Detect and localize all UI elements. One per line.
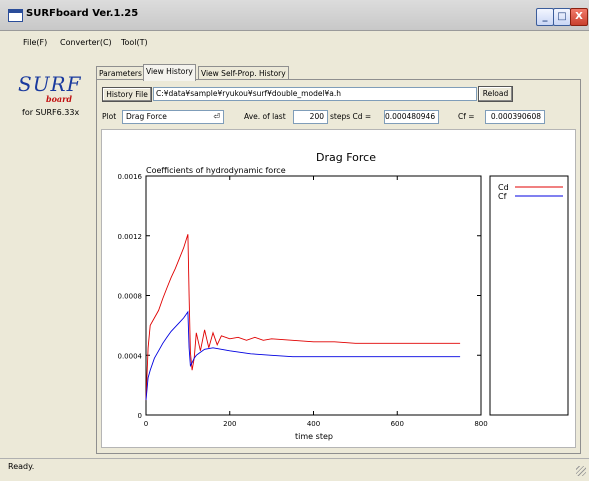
chart-subtitle: Coefficients of hydrodynamic force	[146, 166, 286, 175]
minimize-button[interactable]: _	[536, 8, 554, 26]
legend-label-cd: Cd	[498, 183, 509, 192]
legend-label-cf: Cf	[498, 192, 507, 201]
window-title: SURFboard Ver.1.25	[26, 8, 139, 19]
tab-view-history[interactable]: View History	[143, 64, 196, 81]
resize-grip-icon[interactable]	[576, 466, 586, 476]
status-text: Ready.	[8, 462, 35, 471]
chart-area: Drag Force Coefficients of hydrodynamic …	[101, 129, 576, 448]
y-tick-label: 0.0008	[118, 293, 143, 301]
cf-value-field: 0.000390608	[485, 110, 545, 124]
menu-file[interactable]: File(F)	[23, 38, 48, 47]
series-line-cf	[145, 310, 461, 401]
ave-steps-input[interactable]: 200	[293, 110, 328, 124]
y-tick-label: 0.0016	[118, 173, 143, 181]
history-path-field[interactable]: C:¥data¥sample¥ryukou¥surf¥double_model¥…	[153, 87, 477, 101]
title-bar[interactable]	[0, 0, 589, 31]
close-button[interactable]: X	[570, 8, 588, 26]
dropdown-arrow-icon[interactable]: ⏎	[213, 112, 220, 121]
x-tick-label: 800	[474, 420, 487, 428]
cf-label: Cf =	[458, 112, 475, 121]
tab-parameters[interactable]: Parameters	[96, 66, 145, 80]
menu-tool[interactable]: Tool(T)	[121, 38, 148, 47]
drag-force-chart: Drag Force Coefficients of hydrodynamic …	[102, 130, 575, 447]
ave-label: Ave. of last	[244, 112, 286, 121]
version-label: for SURF6.33x	[22, 108, 80, 117]
x-tick-label: 0	[144, 420, 148, 428]
app-window-icon	[8, 9, 23, 22]
surf-logo: SURF	[18, 72, 82, 96]
series-line-cd	[145, 234, 461, 401]
steps-cd-label: steps Cd =	[330, 112, 372, 121]
x-tick-label: 200	[223, 420, 236, 428]
y-tick-label: 0	[138, 412, 142, 420]
reload-button[interactable]: Reload	[478, 86, 513, 102]
legend-frame	[489, 175, 569, 416]
menu-converter[interactable]: Converter(C)	[60, 38, 112, 47]
chart-title: Drag Force	[316, 151, 376, 164]
maximize-button[interactable]: □	[553, 8, 571, 26]
status-bar	[0, 458, 589, 481]
x-tick-label: 400	[307, 420, 320, 428]
cd-value-field: 0.000480946	[384, 110, 439, 124]
board-logo: board	[46, 94, 72, 104]
y-tick-label: 0.0012	[118, 233, 143, 241]
plot-select[interactable]: Drag Force ⏎	[122, 110, 224, 124]
x-axis-label: time step	[295, 432, 333, 441]
tab-view-self-prop-history[interactable]: View Self-Prop. History	[198, 66, 289, 80]
history-file-button[interactable]: History File	[102, 87, 152, 102]
plot-label: Plot	[102, 112, 117, 121]
x-tick-label: 600	[391, 420, 404, 428]
y-tick-label: 0.0004	[118, 352, 143, 360]
plot-select-value: Drag Force	[126, 112, 167, 121]
